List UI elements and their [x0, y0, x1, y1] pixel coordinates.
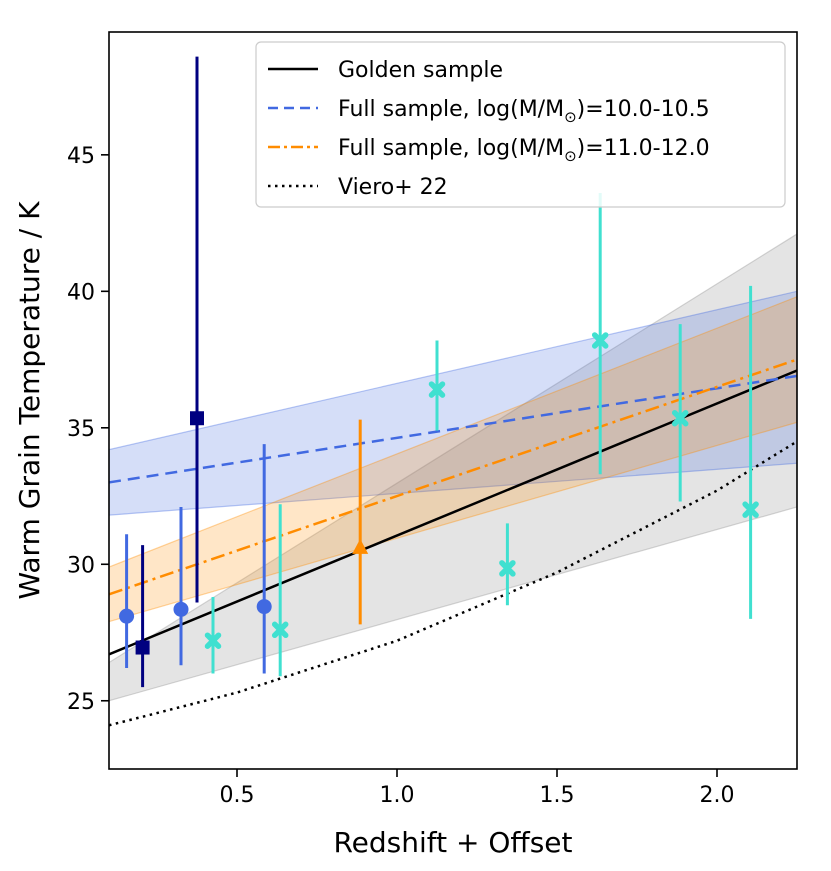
- highest-mass-points-4: [591, 193, 609, 475]
- axis-ticks: 0.5 1.0 1.5 2.0 25 30 35 40 45: [67, 144, 735, 808]
- circle-marker: [119, 608, 135, 624]
- plot-frame: [108, 31, 798, 770]
- highest-mass-points-6: [742, 285, 759, 619]
- legend: Golden sample Full sample, log(M/M⊙)=10.0…: [255, 41, 786, 208]
- x-marker: [742, 501, 759, 518]
- highest-mass-points-1: [271, 504, 289, 677]
- x-marker: [591, 332, 609, 349]
- y-tick-label: 30: [67, 553, 95, 578]
- high-mass-line: [109, 358, 797, 596]
- circle-marker: [173, 601, 189, 617]
- low-mass-line: [109, 374, 797, 484]
- x-marker: [499, 560, 516, 577]
- low-mass-points-2: [256, 444, 272, 674]
- y-tick-label: 35: [67, 417, 95, 442]
- highest-mass-points-5: [671, 324, 689, 502]
- x-axis-label: Redshift + Offset: [333, 826, 572, 859]
- highest-mass-points-0: [204, 597, 222, 674]
- highest-mass-points-3: [499, 523, 516, 606]
- x-marker: [204, 632, 222, 649]
- x-marker: [271, 621, 289, 639]
- mid-mass-points-1: [190, 56, 204, 603]
- x-tick-label: 1.0: [380, 783, 415, 808]
- x-marker: [428, 381, 446, 398]
- legend-label: Viero+ 22: [338, 175, 448, 200]
- low-mass-points-0: [119, 534, 135, 669]
- x-marker: [671, 409, 689, 427]
- legend-label: Full sample, log(M/M⊙)=10.0-10.5: [338, 97, 710, 126]
- square-marker: [190, 411, 204, 426]
- circle-marker: [256, 599, 272, 615]
- low-mass-points-1: [173, 506, 189, 666]
- low-mass-band: [109, 290, 797, 516]
- y-tick-label: 45: [67, 144, 95, 169]
- triangle-marker: [352, 538, 369, 554]
- square-marker: [135, 640, 150, 655]
- viero-line: [109, 440, 797, 727]
- legend-label: Full sample, log(M/M⊙)=11.0-12.0: [338, 136, 710, 165]
- highest-mass-points-2: [428, 340, 446, 431]
- y-tick-label: 40: [67, 280, 95, 305]
- legend-label: Golden sample: [338, 58, 503, 83]
- x-tick-label: 1.5: [540, 783, 575, 808]
- y-axis-label: Warm Grain Temperature / K: [13, 201, 46, 600]
- x-tick-label: 0.5: [220, 783, 255, 808]
- legend-box: [255, 41, 786, 208]
- x-tick-label: 2.0: [700, 783, 735, 808]
- plot-area: [109, 56, 797, 727]
- high-mass-points-0: [352, 419, 369, 625]
- mid-mass-points-0: [135, 545, 150, 688]
- y-tick-label: 25: [67, 690, 95, 715]
